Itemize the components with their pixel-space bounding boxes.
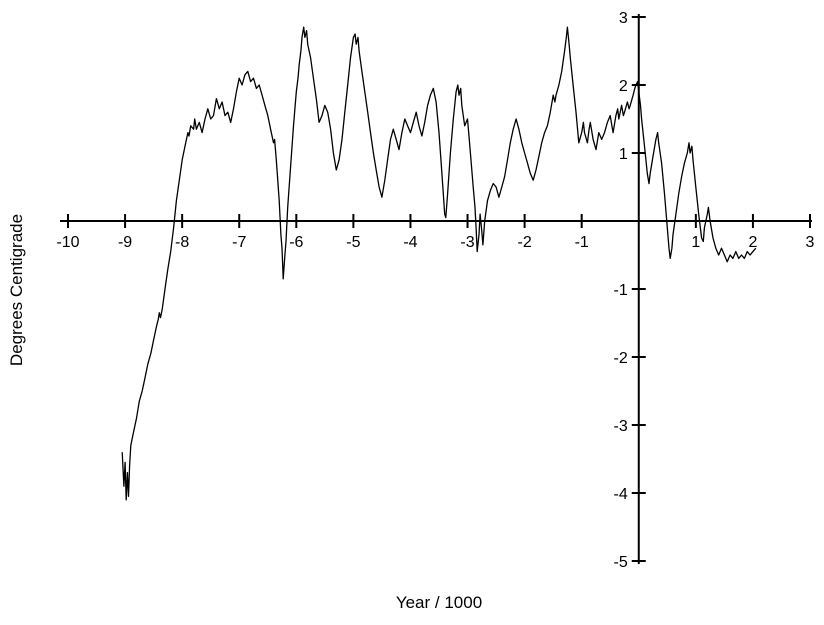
- temperature-series-line: [121, 26, 757, 501]
- y-tick-label: -3: [614, 418, 628, 435]
- x-tick-label: -1: [575, 234, 589, 251]
- y-tick-label: -4: [614, 486, 628, 503]
- axes: [60, 14, 812, 564]
- y-tick-label: 2: [619, 78, 628, 95]
- x-tick-label: -4: [403, 234, 417, 251]
- x-axis-title: Year / 1000: [396, 593, 482, 612]
- x-tick-label: -9: [118, 234, 132, 251]
- y-tick-label: 1: [619, 146, 628, 163]
- tick-marks: [67, 16, 811, 562]
- y-tick-label: -1: [614, 282, 628, 299]
- x-tick-label: -6: [289, 234, 303, 251]
- y-axis-title: Degrees Centigrade: [7, 214, 26, 366]
- x-tick-label: -3: [460, 234, 474, 251]
- tick-labels: -10 -9 -8 -7 -6 -5 -4 -3 -2 -1 1 2 3 -5 -4 -3 -2 -1 1 2 3: [56, 10, 814, 571]
- y-tick-label: 3: [619, 10, 628, 27]
- y-tick-label: -2: [614, 350, 628, 367]
- x-tick-label: -7: [232, 234, 246, 251]
- x-tick-label: -2: [517, 234, 531, 251]
- x-tick-label: 2: [748, 234, 757, 251]
- x-tick-label: 1: [691, 234, 700, 251]
- x-tick-label: -8: [175, 234, 189, 251]
- x-tick-label: -10: [56, 234, 79, 251]
- x-tick-label: 3: [806, 234, 815, 251]
- x-tick-label: -5: [346, 234, 360, 251]
- y-tick-label: -5: [614, 554, 628, 571]
